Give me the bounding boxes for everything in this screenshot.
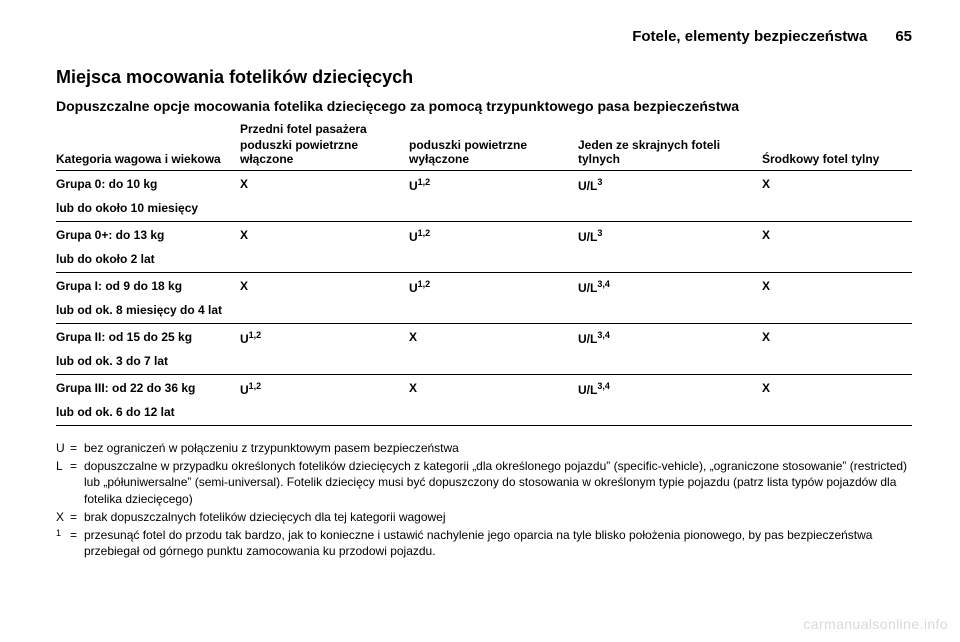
cell-center-rear: X (762, 222, 912, 249)
cell-category: Grupa 0+: do 13 kg (56, 222, 240, 249)
legend-row: L=dopuszczalne w przypadku określonych f… (56, 458, 912, 507)
cell-airbag-off: X (409, 324, 578, 351)
cell-category-sub: lub od ok. 3 do 7 lat (56, 350, 912, 375)
cell-airbag-on: X (240, 273, 409, 300)
legend-text: dopuszczalne w przypadku określonych fot… (84, 458, 912, 507)
watermark: carmanualsonline.info (803, 616, 948, 632)
cell-center-rear: X (762, 375, 912, 402)
cell-category: Grupa III: od 22 do 36 kg (56, 375, 240, 402)
cell-outer-rear: U/L3,4 (578, 375, 762, 402)
cell-outer-rear: U/L3,4 (578, 324, 762, 351)
legend-eq: = (70, 527, 84, 559)
table-row: Grupa 0+: do 13 kgXU1,2U/L3X (56, 222, 912, 249)
table-row: Grupa 0: do 10 kgXU1,2U/L3X (56, 171, 912, 198)
th-airbag-off: poduszki powietrzne wyłączone (409, 136, 578, 171)
table-row: lub od ok. 3 do 7 lat (56, 350, 912, 375)
chapter-title: Fotele, elementy bezpieczeństwa (632, 28, 867, 45)
th-category: Kategoria wagowa i wiekowa (56, 120, 240, 171)
cell-airbag-off: U1,2 (409, 222, 578, 249)
cell-airbag-on: U1,2 (240, 375, 409, 402)
th-airbag-on: poduszki powietrzne włączone (240, 136, 409, 171)
child-seat-table: Kategoria wagowa i wiekowa Przedni fotel… (56, 120, 912, 426)
legend-text: brak dopuszczalnych fotelików dziecięcyc… (84, 509, 912, 525)
section-subtitle: Dopuszczalne opcje mocowania fotelika dz… (56, 98, 912, 114)
cell-outer-rear: U/L3 (578, 171, 762, 198)
table-row: Grupa III: od 22 do 36 kgU1,2XU/L3,4X (56, 375, 912, 402)
th-center-rear: Środkowy fotel tylny (762, 120, 912, 171)
legend-row: U=bez ograniczeń w połączeniu z trzypunk… (56, 440, 912, 456)
cell-center-rear: X (762, 324, 912, 351)
cell-airbag-on: U1,2 (240, 324, 409, 351)
legend-text: przesunąć fotel do przodu tak bardzo, ja… (84, 527, 912, 559)
cell-center-rear: X (762, 171, 912, 198)
legend: U=bez ograniczeń w połączeniu z trzypunk… (56, 440, 912, 559)
legend-eq: = (70, 458, 84, 507)
cell-airbag-off: U1,2 (409, 171, 578, 198)
page-header: Fotele, elementy bezpieczeństwa 65 (56, 28, 912, 45)
cell-airbag-off: U1,2 (409, 273, 578, 300)
legend-key: 1 (56, 527, 70, 559)
table-row: lub do około 10 miesięcy (56, 197, 912, 222)
cell-category: Grupa 0: do 10 kg (56, 171, 240, 198)
cell-center-rear: X (762, 273, 912, 300)
legend-eq: = (70, 440, 84, 456)
legend-eq: = (70, 509, 84, 525)
cell-category-sub: lub do około 2 lat (56, 248, 912, 273)
table-row: Grupa II: od 15 do 25 kgU1,2XU/L3,4X (56, 324, 912, 351)
legend-key: U (56, 440, 70, 456)
table-row: lub od ok. 8 miesięcy do 4 lat (56, 299, 912, 324)
section-title: Miejsca mocowania fotelików dziecięcych (56, 67, 912, 88)
document-page: Fotele, elementy bezpieczeństwa 65 Miejs… (0, 0, 960, 559)
legend-row: 1=przesunąć fotel do przodu tak bardzo, … (56, 527, 912, 559)
th-outer-rear: Jeden ze skrajnych foteli tylnych (578, 120, 762, 171)
page-number: 65 (895, 28, 912, 45)
legend-row: X=brak dopuszczalnych fotelików dziecięc… (56, 509, 912, 525)
legend-key: X (56, 509, 70, 525)
table-body: Grupa 0: do 10 kgXU1,2U/L3Xlub do około … (56, 171, 912, 426)
cell-category: Grupa II: od 15 do 25 kg (56, 324, 240, 351)
cell-category: Grupa I: od 9 do 18 kg (56, 273, 240, 300)
cell-outer-rear: U/L3,4 (578, 273, 762, 300)
cell-airbag-on: X (240, 171, 409, 198)
table-row: lub od ok. 6 do 12 lat (56, 401, 912, 426)
cell-airbag-on: X (240, 222, 409, 249)
table-row: Grupa I: od 9 do 18 kgXU1,2U/L3,4X (56, 273, 912, 300)
legend-text: bez ograniczeń w połączeniu z trzypunkto… (84, 440, 912, 456)
th-front-group: Przedni fotel pasażera (240, 120, 578, 136)
cell-outer-rear: U/L3 (578, 222, 762, 249)
legend-key: L (56, 458, 70, 507)
table-row: lub do około 2 lat (56, 248, 912, 273)
cell-airbag-off: X (409, 375, 578, 402)
cell-category-sub: lub do około 10 miesięcy (56, 197, 912, 222)
cell-category-sub: lub od ok. 8 miesięcy do 4 lat (56, 299, 912, 324)
cell-category-sub: lub od ok. 6 do 12 lat (56, 401, 912, 426)
